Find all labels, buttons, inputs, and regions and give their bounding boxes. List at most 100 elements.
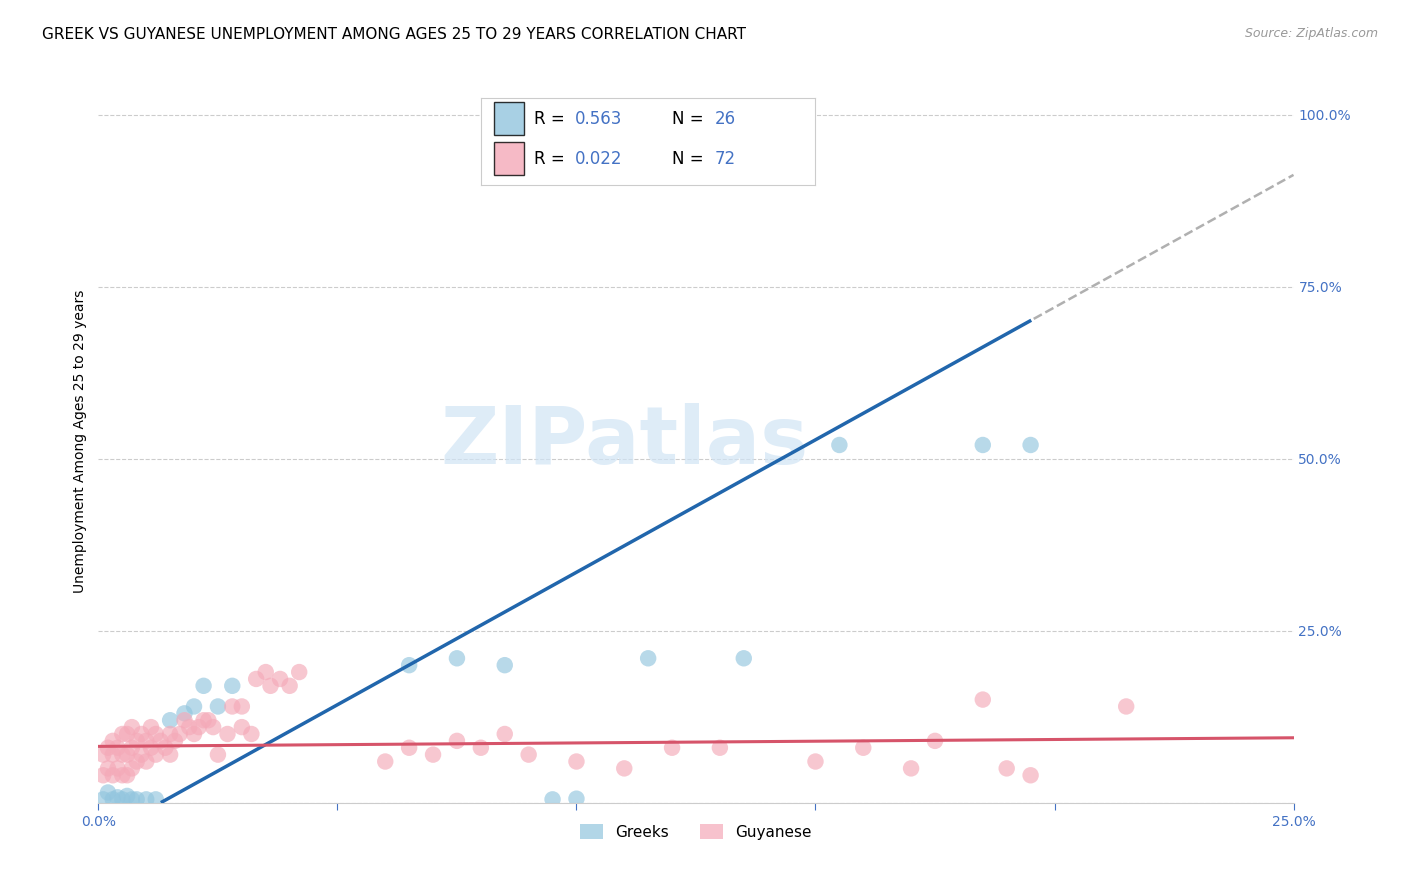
Point <box>517 747 540 762</box>
Point <box>111 747 134 762</box>
Point <box>115 789 138 803</box>
Point <box>231 699 253 714</box>
Point <box>135 755 157 769</box>
Point <box>115 727 138 741</box>
Point <box>924 734 946 748</box>
Point <box>470 740 492 755</box>
Point <box>125 755 148 769</box>
Point <box>240 727 263 741</box>
Point <box>121 740 143 755</box>
Point <box>183 699 205 714</box>
Point <box>995 761 1018 775</box>
Point <box>231 720 253 734</box>
Point <box>207 699 229 714</box>
Point <box>900 761 922 775</box>
Point <box>169 727 191 741</box>
Point <box>131 727 153 741</box>
Point <box>1115 699 1137 714</box>
Point <box>139 720 162 734</box>
Point <box>193 713 215 727</box>
Point <box>135 792 157 806</box>
Point <box>221 699 243 714</box>
Point <box>661 740 683 755</box>
Point <box>269 672 291 686</box>
Point <box>97 761 120 775</box>
Text: Source: ZipAtlas.com: Source: ZipAtlas.com <box>1244 27 1378 40</box>
Point <box>221 679 243 693</box>
Point <box>125 792 148 806</box>
Point <box>804 755 827 769</box>
Point <box>217 727 239 741</box>
Point <box>115 747 138 762</box>
Point <box>91 747 114 762</box>
Point <box>972 692 994 706</box>
Point <box>145 792 167 806</box>
Point <box>111 727 134 741</box>
Point <box>259 679 281 693</box>
Y-axis label: Unemployment Among Ages 25 to 29 years: Unemployment Among Ages 25 to 29 years <box>73 290 87 593</box>
Point <box>155 740 177 755</box>
Point <box>494 658 516 673</box>
Point <box>565 791 588 805</box>
Point <box>101 768 124 782</box>
Text: GREEK VS GUYANESE UNEMPLOYMENT AMONG AGES 25 TO 29 YEARS CORRELATION CHART: GREEK VS GUYANESE UNEMPLOYMENT AMONG AGE… <box>42 27 747 42</box>
Point <box>613 761 636 775</box>
Point <box>107 761 129 775</box>
Point <box>446 651 468 665</box>
Point <box>288 665 311 679</box>
Point <box>101 747 124 762</box>
Point <box>101 792 124 806</box>
Point <box>107 740 129 755</box>
Point <box>398 740 420 755</box>
Point <box>159 747 181 762</box>
Point <box>121 720 143 734</box>
Point <box>159 713 181 727</box>
Point <box>374 755 396 769</box>
Point <box>173 713 195 727</box>
Point <box>1019 438 1042 452</box>
Point <box>179 720 201 734</box>
Point <box>121 761 143 775</box>
Point <box>972 438 994 452</box>
Point <box>107 790 129 805</box>
Point <box>131 747 153 762</box>
Point <box>245 672 267 686</box>
Point <box>422 747 444 762</box>
Point <box>828 438 851 452</box>
Point <box>541 792 564 806</box>
Point <box>97 740 120 755</box>
Point <box>163 734 186 748</box>
Point <box>254 665 277 679</box>
Point <box>733 651 755 665</box>
Point <box>159 727 181 741</box>
Point <box>111 768 134 782</box>
Legend: Greeks, Guyanese: Greeks, Guyanese <box>574 818 818 846</box>
Point <box>145 727 167 741</box>
Point <box>398 658 420 673</box>
Point <box>207 747 229 762</box>
Point <box>193 679 215 693</box>
Point <box>494 727 516 741</box>
Point <box>139 740 162 755</box>
Point <box>183 727 205 741</box>
Point <box>91 768 114 782</box>
Point <box>149 734 172 748</box>
Point <box>565 755 588 769</box>
Point <box>135 734 157 748</box>
Point <box>125 734 148 748</box>
Point <box>187 720 209 734</box>
Point <box>202 720 225 734</box>
Point <box>852 740 875 755</box>
Point <box>115 768 138 782</box>
Point <box>91 792 114 806</box>
Point <box>173 706 195 721</box>
Text: ZIPatlas: ZIPatlas <box>440 402 808 481</box>
Point <box>709 740 731 755</box>
Point <box>111 792 134 806</box>
Point <box>1019 768 1042 782</box>
Point <box>637 651 659 665</box>
Point <box>121 792 143 806</box>
Point <box>446 734 468 748</box>
Point <box>278 679 301 693</box>
Point <box>145 747 167 762</box>
